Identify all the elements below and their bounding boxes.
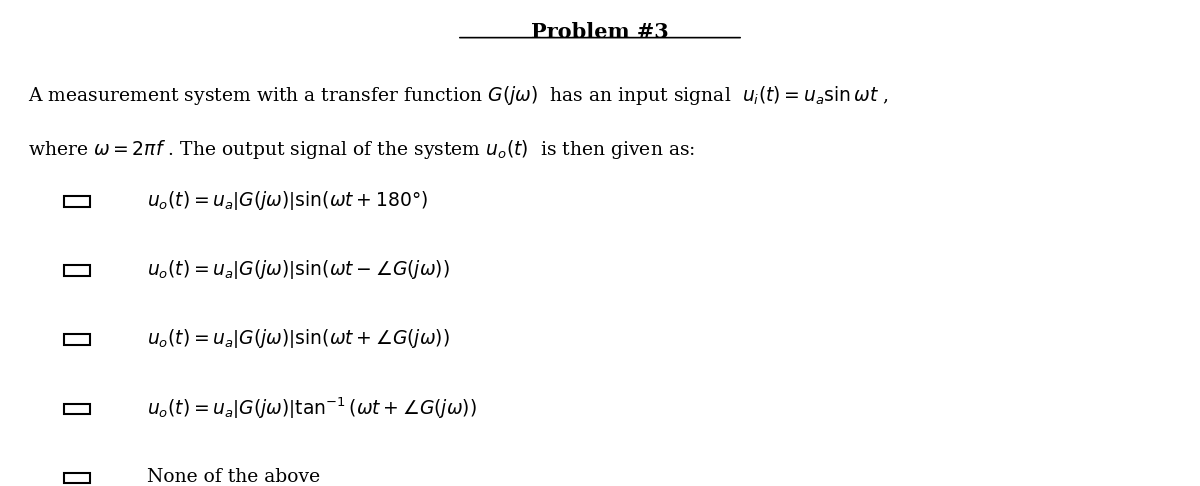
Bar bbox=[64, 473, 90, 484]
Text: A measurement system with a transfer function $G(j\omega)$  has an input signal : A measurement system with a transfer fun… bbox=[28, 85, 889, 107]
Bar bbox=[64, 334, 90, 345]
Bar bbox=[64, 403, 90, 414]
Text: $u_o(t)=u_a\left|G(j\omega)\right|\sin(\omega t+180°)$: $u_o(t)=u_a\left|G(j\omega)\right|\sin(\… bbox=[148, 189, 428, 212]
Text: None of the above: None of the above bbox=[148, 468, 320, 486]
Text: $u_o(t)=u_a\left|G(j\omega)\right|\sin(\omega t-\angle G(j\omega))$: $u_o(t)=u_a\left|G(j\omega)\right|\sin(\… bbox=[148, 258, 450, 281]
Bar bbox=[64, 196, 90, 207]
Text: $u_o(t)=u_a\left|G(j\omega)\right|\tan^{-1}(\omega t+\angle G(j\omega))$: $u_o(t)=u_a\left|G(j\omega)\right|\tan^{… bbox=[148, 395, 476, 421]
Text: Problem #3: Problem #3 bbox=[532, 22, 668, 42]
Text: $u_o(t)=u_a\left|G(j\omega)\right|\sin(\omega t+\angle G(j\omega))$: $u_o(t)=u_a\left|G(j\omega)\right|\sin(\… bbox=[148, 328, 450, 350]
Bar bbox=[64, 265, 90, 276]
Text: where $\omega=2\pi f$ . The output signal of the system $u_o(t)$  is then given : where $\omega=2\pi f$ . The output signa… bbox=[28, 138, 695, 161]
